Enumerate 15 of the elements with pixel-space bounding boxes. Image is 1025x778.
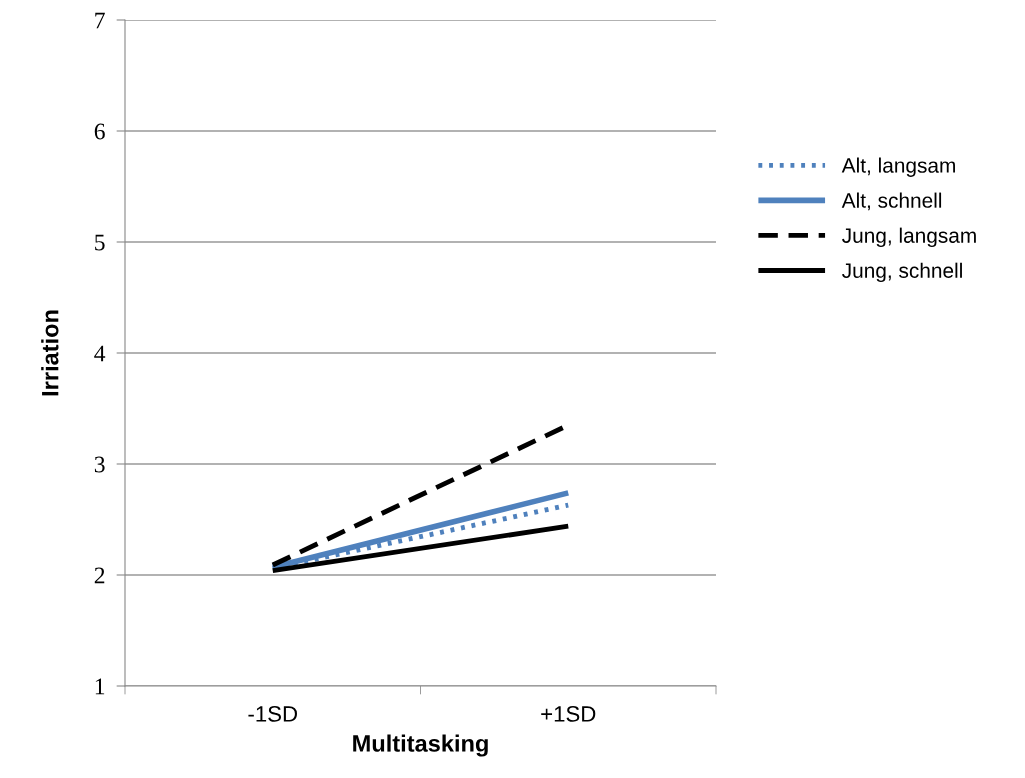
y-tick-label: 5 — [95, 234, 105, 251]
y-tick-label: 4 — [94, 345, 106, 362]
x-axis-title: Multitasking — [353, 734, 488, 757]
y-tick-label: 1 — [95, 678, 105, 695]
y-tick-label: 7 — [95, 12, 105, 29]
y-tick-label: 3 — [94, 456, 105, 473]
legend-label: Alt, schnell — [841, 192, 942, 211]
legend-label: Jung, schnell — [842, 262, 962, 283]
legend-label: Jung, langsam — [842, 227, 976, 248]
y-axis-title: Irriation — [41, 310, 59, 396]
legend-label: Alt, langsam — [841, 157, 955, 177]
x-tick-label: +1SD — [541, 706, 596, 722]
x-tick-label: -1SD — [248, 706, 297, 722]
y-tick-label: 6 — [94, 123, 105, 140]
y-tick-label: 2 — [94, 567, 105, 584]
